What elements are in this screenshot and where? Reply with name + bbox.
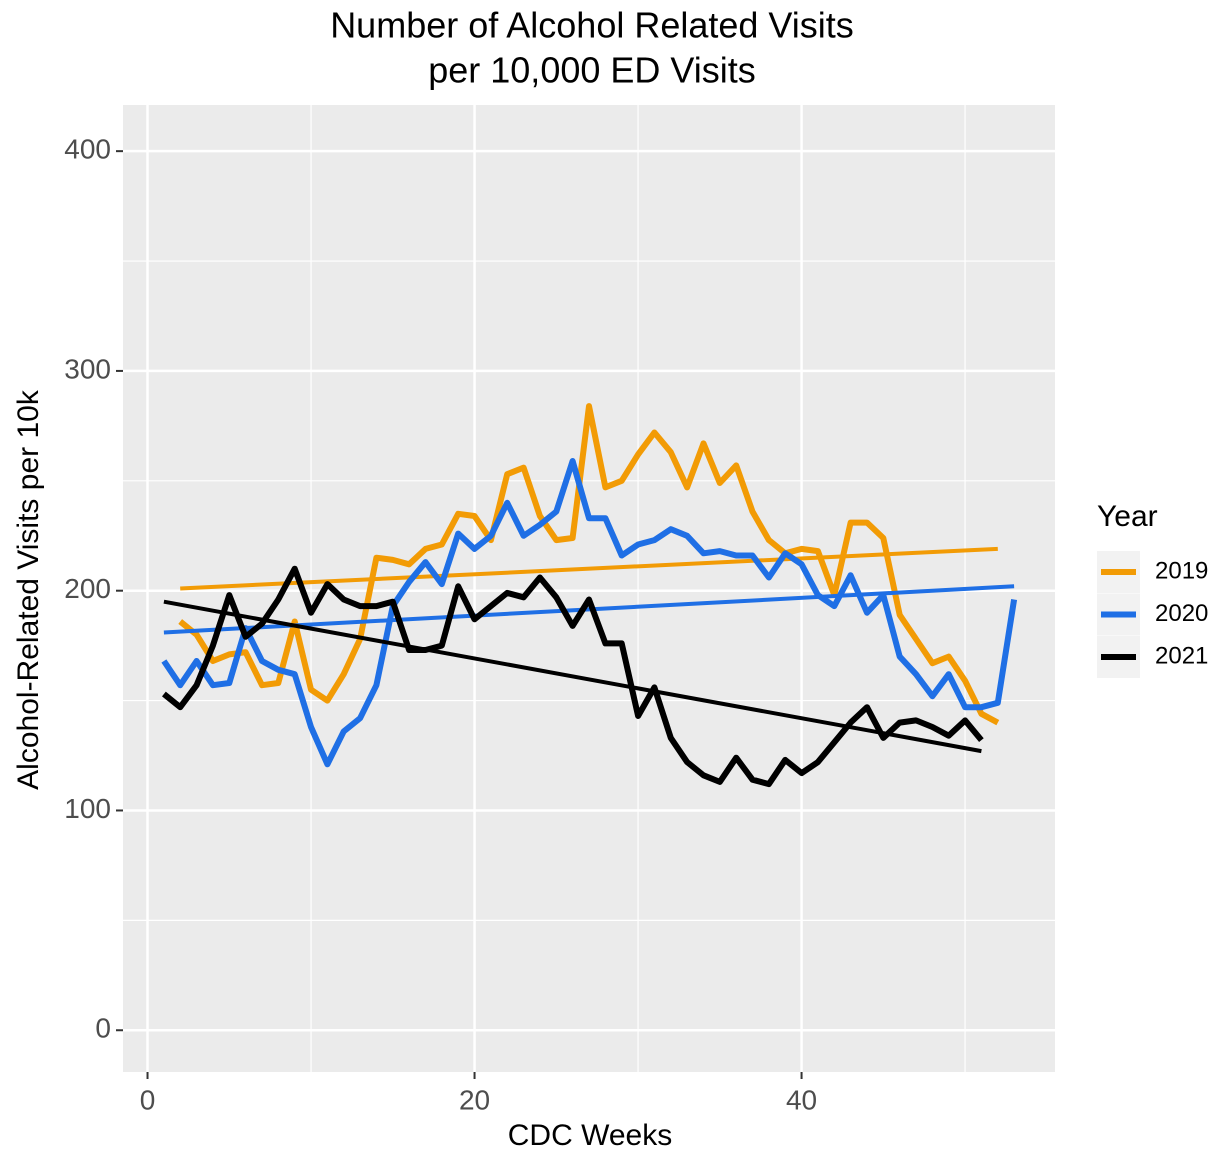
x-tick-label: 20 — [459, 1084, 490, 1115]
trend-line — [163, 584, 1015, 635]
data-line — [161, 458, 1018, 768]
plot-panel — [123, 105, 1055, 1072]
lines — [161, 403, 1018, 788]
chart-title: per 10,000 ED Visits — [428, 50, 756, 91]
y-tick-label: 300 — [64, 353, 111, 384]
y-tick-label: 0 — [95, 1013, 111, 1044]
legend-label: 2020 — [1155, 600, 1208, 627]
data-line — [162, 565, 984, 788]
x-tick-label: 0 — [140, 1084, 156, 1115]
y-tick-label: 200 — [64, 573, 111, 604]
data-line — [178, 403, 1000, 726]
trend-line — [180, 546, 998, 591]
legend-title: Year — [1097, 500, 1158, 533]
y-tick-label: 400 — [64, 134, 111, 165]
x-tick-label: 40 — [786, 1084, 817, 1115]
chart-title: Number of Alcohol Related Visits — [330, 5, 854, 46]
legend: 2019 2020 2021 — [1097, 551, 1208, 678]
legend-label: 2021 — [1155, 642, 1208, 669]
x-axis-label: CDC Weeks — [508, 1119, 672, 1151]
legend-label: 2019 — [1155, 557, 1208, 584]
y-tick-label: 100 — [64, 793, 111, 824]
y-axis-label: Alcohol-Related Visits per 10k — [12, 389, 45, 790]
